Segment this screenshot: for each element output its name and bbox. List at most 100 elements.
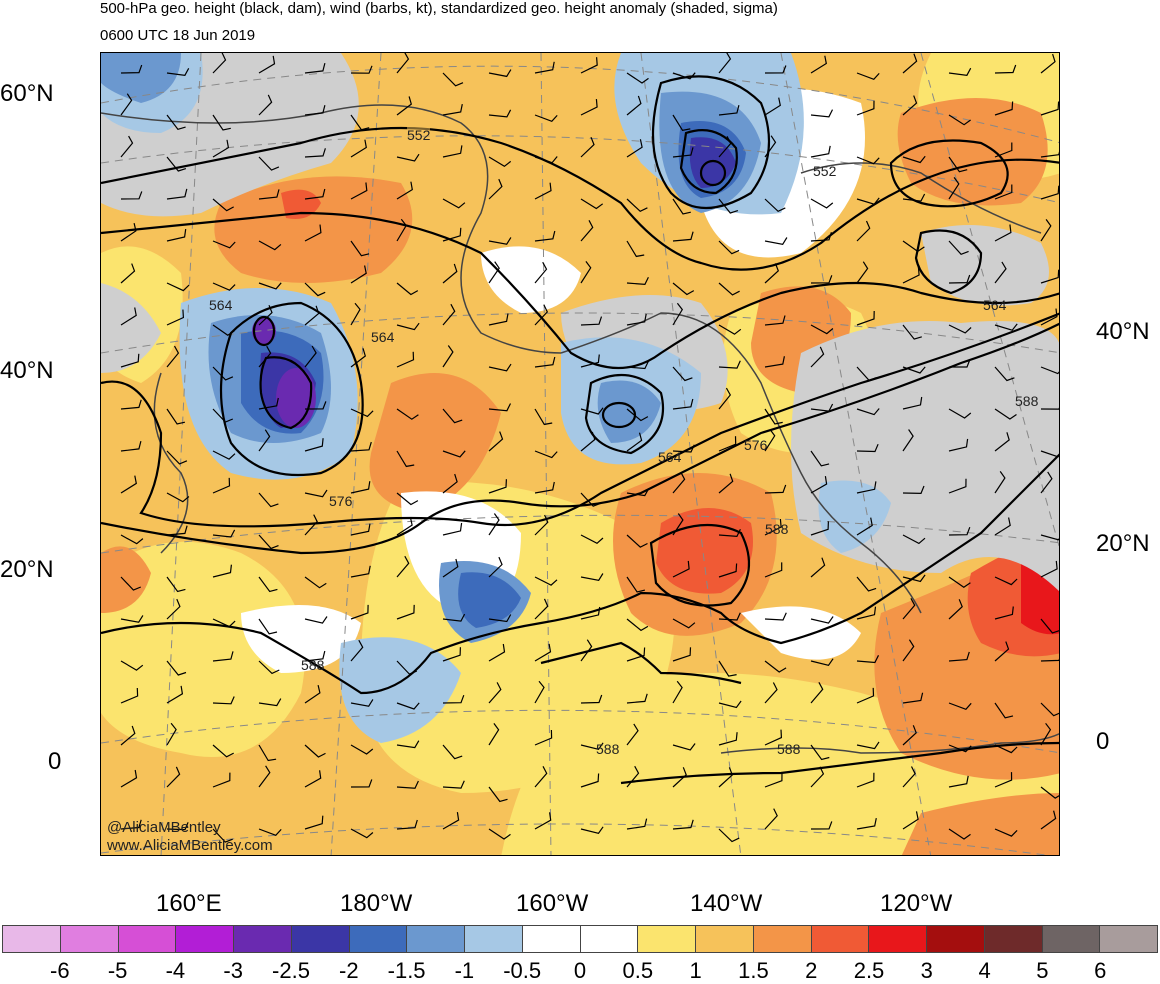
wind-barb — [304, 489, 328, 498]
wind-barb — [212, 744, 234, 758]
wind-barb — [350, 182, 368, 200]
contour-label: 588 — [301, 657, 325, 673]
wind-barb — [120, 64, 143, 74]
contour-label: 552 — [813, 163, 837, 179]
contour-label: 564 — [983, 297, 1007, 313]
wind-barb — [994, 142, 1013, 158]
wind-barb — [488, 479, 507, 494]
wind-barb — [442, 450, 466, 458]
wind-barb — [810, 476, 828, 494]
wind-barb — [120, 440, 142, 452]
wind-barb — [764, 772, 783, 788]
wind-barb — [304, 744, 326, 758]
lon-label: 140°W — [690, 890, 763, 917]
wind-barb — [304, 616, 328, 624]
wind-barb — [1040, 407, 1059, 410]
wind-barb — [304, 305, 320, 326]
wind-barb — [948, 702, 972, 711]
wind-barb — [718, 436, 737, 452]
wind-barb — [304, 282, 326, 297]
colorbar-label: -0.5 — [503, 958, 542, 983]
wind-barb — [810, 324, 834, 335]
wind-barb — [534, 156, 558, 164]
wind-barb — [580, 606, 601, 620]
wind-barb — [350, 65, 373, 74]
wind-barb — [442, 473, 458, 494]
valid-time: 0600 UTC 18 Jun 2019 — [100, 27, 256, 44]
wind-barb — [626, 647, 646, 662]
wind-barb — [994, 408, 1017, 420]
wind-barb — [994, 432, 1010, 452]
wind-barb — [994, 641, 1010, 662]
wind-barb — [994, 224, 1012, 242]
wind-barb — [166, 229, 187, 242]
wind-barb — [258, 828, 282, 837]
wind-barb — [902, 692, 924, 704]
wind-barb — [718, 53, 732, 74]
wind-barb — [718, 528, 741, 538]
wind-barb — [764, 562, 783, 578]
wind-barb — [1040, 366, 1059, 375]
colorbar-label: 1.5 — [738, 958, 769, 983]
wind-barb — [994, 517, 1011, 536]
wind-barb — [396, 702, 420, 710]
lat-label-left: 20°N — [0, 556, 54, 583]
wind-barb — [488, 431, 504, 452]
wind-barb — [902, 639, 915, 662]
wind-barb — [120, 93, 133, 116]
wind-barb — [764, 65, 787, 74]
wind-barb — [212, 450, 236, 460]
wind-barb — [902, 240, 925, 253]
wind-barb — [580, 694, 603, 704]
wind-barb — [212, 618, 236, 628]
colorbar-label: -5 — [107, 958, 128, 983]
contour-label: 564 — [658, 449, 682, 465]
contour-label: 576 — [329, 493, 353, 509]
wind-barb — [626, 576, 646, 593]
wind-barb — [166, 598, 181, 620]
wind-barb — [488, 643, 506, 662]
wind-barb — [856, 606, 877, 620]
wind-barb — [948, 478, 967, 494]
wind-barb — [764, 729, 783, 746]
wind-barb — [810, 682, 824, 704]
wind-barb — [212, 198, 234, 212]
wind-barb — [1040, 308, 1058, 326]
wind-barb — [718, 240, 740, 255]
map-panel: 552 552 564 564 564 564 576 576 588 588 … — [100, 52, 1060, 856]
wind-barb — [994, 261, 1007, 284]
wind-barb — [994, 744, 1018, 754]
colorbar-label: -2 — [339, 958, 359, 983]
wind-barb — [258, 282, 282, 290]
colorbar-label: 5 — [1036, 958, 1049, 983]
wind-barb — [1040, 450, 1059, 458]
wind-barb — [672, 282, 695, 296]
colorbar-swatch — [753, 926, 812, 952]
wind-barb — [810, 232, 832, 242]
wind-barb — [1040, 185, 1059, 200]
wind-barb — [304, 224, 322, 242]
wind-barb — [764, 315, 786, 326]
wind-barb — [442, 227, 462, 242]
colorbar-swatch — [118, 926, 177, 952]
wind-barb — [534, 576, 558, 586]
wind-barb — [258, 576, 278, 593]
wind-barb — [994, 576, 1018, 586]
lon-label: 160°W — [516, 890, 589, 917]
colorbar-swatch — [60, 926, 119, 952]
colorbar-label: 1 — [689, 958, 702, 983]
wind-barb — [856, 220, 871, 242]
wind-barb — [856, 366, 877, 382]
wind-barb — [212, 564, 232, 578]
wind-barb — [258, 698, 282, 707]
wind-barb — [534, 450, 558, 459]
wind-barb — [212, 114, 231, 131]
wind-barb — [948, 274, 971, 284]
wind-barb — [626, 432, 643, 452]
wind-barb — [810, 403, 834, 412]
wind-barb — [488, 614, 512, 623]
wind-barb — [212, 477, 231, 494]
wind-barb — [166, 722, 177, 746]
wind-barb — [948, 744, 972, 753]
wind-barb — [488, 556, 503, 578]
